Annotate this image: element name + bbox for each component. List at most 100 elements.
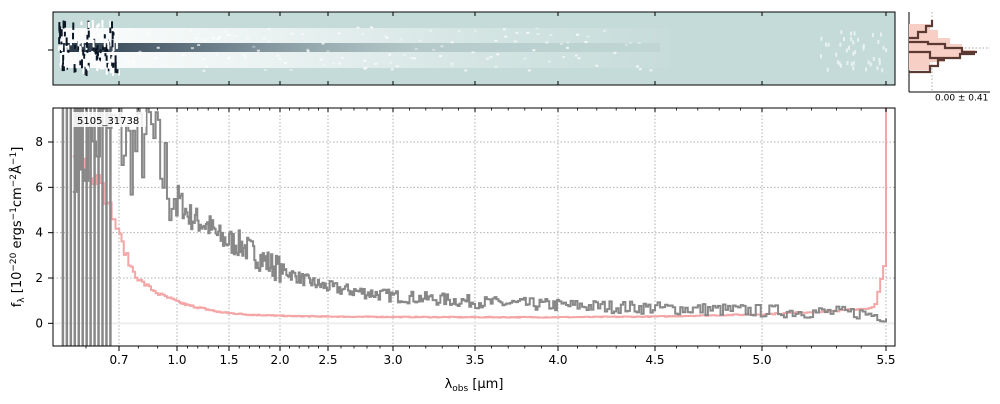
spectrum-2d-pixel (450, 62, 454, 65)
y-axis-label-sub: λ (17, 297, 27, 303)
spectrum-2d-pixel (839, 63, 842, 68)
spectrum-2d-pixel (532, 49, 536, 52)
spectrum-2d-pixel (827, 42, 830, 47)
y-tick-label: 0 (35, 316, 43, 330)
spectrum-2d-pixel (252, 45, 256, 48)
spectrum-label: 5105_31738 (77, 116, 139, 127)
spectrum-2d-pixel (319, 58, 323, 61)
spectrum-2d-pixel (81, 41, 84, 47)
spectrum-2d-pixel (80, 30, 83, 37)
spectrum-2d-pixel (361, 33, 365, 36)
spectrum-2d-pixel (102, 45, 105, 51)
flux-line (72, 108, 887, 323)
x-tick-label: 3.0 (383, 353, 402, 367)
spectrum-2d-pixel (82, 49, 85, 56)
spectrum-2d-pixel (603, 29, 607, 32)
spectrum-2d-pixel (835, 52, 838, 57)
y-axis-label-exp2: −1 (9, 207, 19, 220)
spectrum-2d-pixel (536, 33, 540, 36)
spectrum-2d-pixel (267, 40, 271, 43)
spectrum-2d-pixel (885, 48, 888, 53)
spectrum-2d-pixel (878, 61, 881, 66)
spectrum-2d-pixel (64, 21, 67, 28)
x-tick-label: 4.0 (548, 353, 567, 367)
spectrum-2d-pixel (62, 54, 65, 62)
spectrum-label-bg (72, 112, 146, 127)
spectrum-2d-pixel (82, 29, 85, 34)
spectrum-2d-pixel (92, 39, 95, 48)
spectrum-2d-pixel (85, 56, 88, 60)
spectrum-2d-pixel (637, 41, 641, 44)
spectrum-2d-pixel (527, 69, 531, 72)
spectrum-2d-pixel (852, 40, 855, 45)
spectrum-2d-pixel (396, 65, 400, 68)
flux-noise (61, 108, 112, 346)
grid-lines (53, 108, 895, 346)
spectrum-2d-pixel (58, 26, 61, 33)
x-axis-label-main: λ (445, 377, 453, 392)
spectrum-2d-pixel (852, 61, 855, 66)
spectrum-2d-pixel (95, 47, 98, 55)
spectrum-2d-pixel (276, 54, 280, 57)
spectrum-2d-pixel (869, 62, 872, 67)
spectrum-2d-pixel (471, 51, 475, 54)
spectrum-2d-pixel (67, 49, 70, 53)
spectrum-2d-pixel (112, 42, 115, 52)
spectrum-2d-pixel (60, 41, 63, 45)
spectrum-2d-pixel (857, 37, 860, 42)
spectrum-2d-pixel (106, 62, 109, 71)
spectrum-2d-pixel (515, 32, 519, 35)
spectrum-2d-pixel (77, 40, 80, 47)
x-axis-label-unit: [μm] (468, 377, 503, 392)
spectrum-2d-pixel (432, 48, 436, 51)
zero-band (53, 322, 895, 325)
spectrum-2d-pixel (450, 64, 454, 67)
spectrum-2d-pixel (202, 69, 206, 72)
spectrum-2d-pixel (852, 66, 855, 71)
spectrum-2d-pixel (549, 33, 553, 36)
spectrum-2d-pixel (882, 45, 885, 50)
spectrum-2d-pixel (60, 43, 63, 52)
spectrum-2d-pixel (489, 55, 493, 58)
spectrum-2d-pixel (66, 62, 69, 68)
spectrum-2d-pixel (356, 26, 360, 29)
spectrum-2d-pixel (100, 63, 103, 70)
spectrum-2d-pixel (635, 65, 639, 68)
spectrum-2d-pixel (523, 57, 527, 60)
spectrum-2d-pixel (872, 56, 875, 61)
spectrum-2d-pixel (188, 29, 192, 32)
spectrum-2d-pixel (547, 60, 551, 63)
spectrum-2d-pixel (105, 46, 108, 51)
spectrum-2d-pixel (74, 68, 77, 73)
spectrum-2d-pixel (876, 66, 879, 71)
spectrum-2d-pixel (107, 64, 110, 69)
y-axis-label: fλ [10−20 ergs−1cm−2Å−1] (9, 147, 27, 308)
spectrum-2d-pixel (559, 42, 563, 45)
spectrum-2d-pixel (290, 32, 294, 35)
spectrum-2d-frame (52, 11, 896, 86)
spectrum-2d-pixel (92, 46, 95, 51)
spectrum-2d-pixel (853, 31, 856, 36)
spectrum-2d-pixel (850, 31, 853, 36)
spectrum-2d-pixel (494, 39, 498, 42)
spectrum-2d-pixel (87, 21, 90, 28)
y-axis-label-close: ] (10, 147, 25, 152)
spectrum-2d-pixel (62, 20, 65, 29)
x-tick-label: 1.0 (167, 353, 186, 367)
spectrum-2d-pixel (147, 32, 151, 35)
spectrum-2d-pixel (205, 65, 209, 68)
spectrum-2d-pixel (300, 33, 304, 36)
spectrum-2d-pixel (203, 38, 207, 41)
spectrum-2d-pixel (96, 33, 99, 37)
spectrum-2d-pixel (370, 26, 374, 29)
spectrum-2d-pixel (323, 64, 327, 67)
spectrum-2d-pixel (289, 68, 293, 71)
spectrum-2d-pixel (138, 50, 142, 53)
spectrum-2d-pixel (109, 20, 112, 28)
spectrum-2d-pixel (820, 36, 823, 41)
spectrum-2d-pixel (216, 38, 220, 41)
spectrum-2d-pixel (246, 36, 250, 39)
spectrum-2d-pixel (107, 41, 110, 49)
spectrum-2d-pixel (110, 26, 113, 32)
